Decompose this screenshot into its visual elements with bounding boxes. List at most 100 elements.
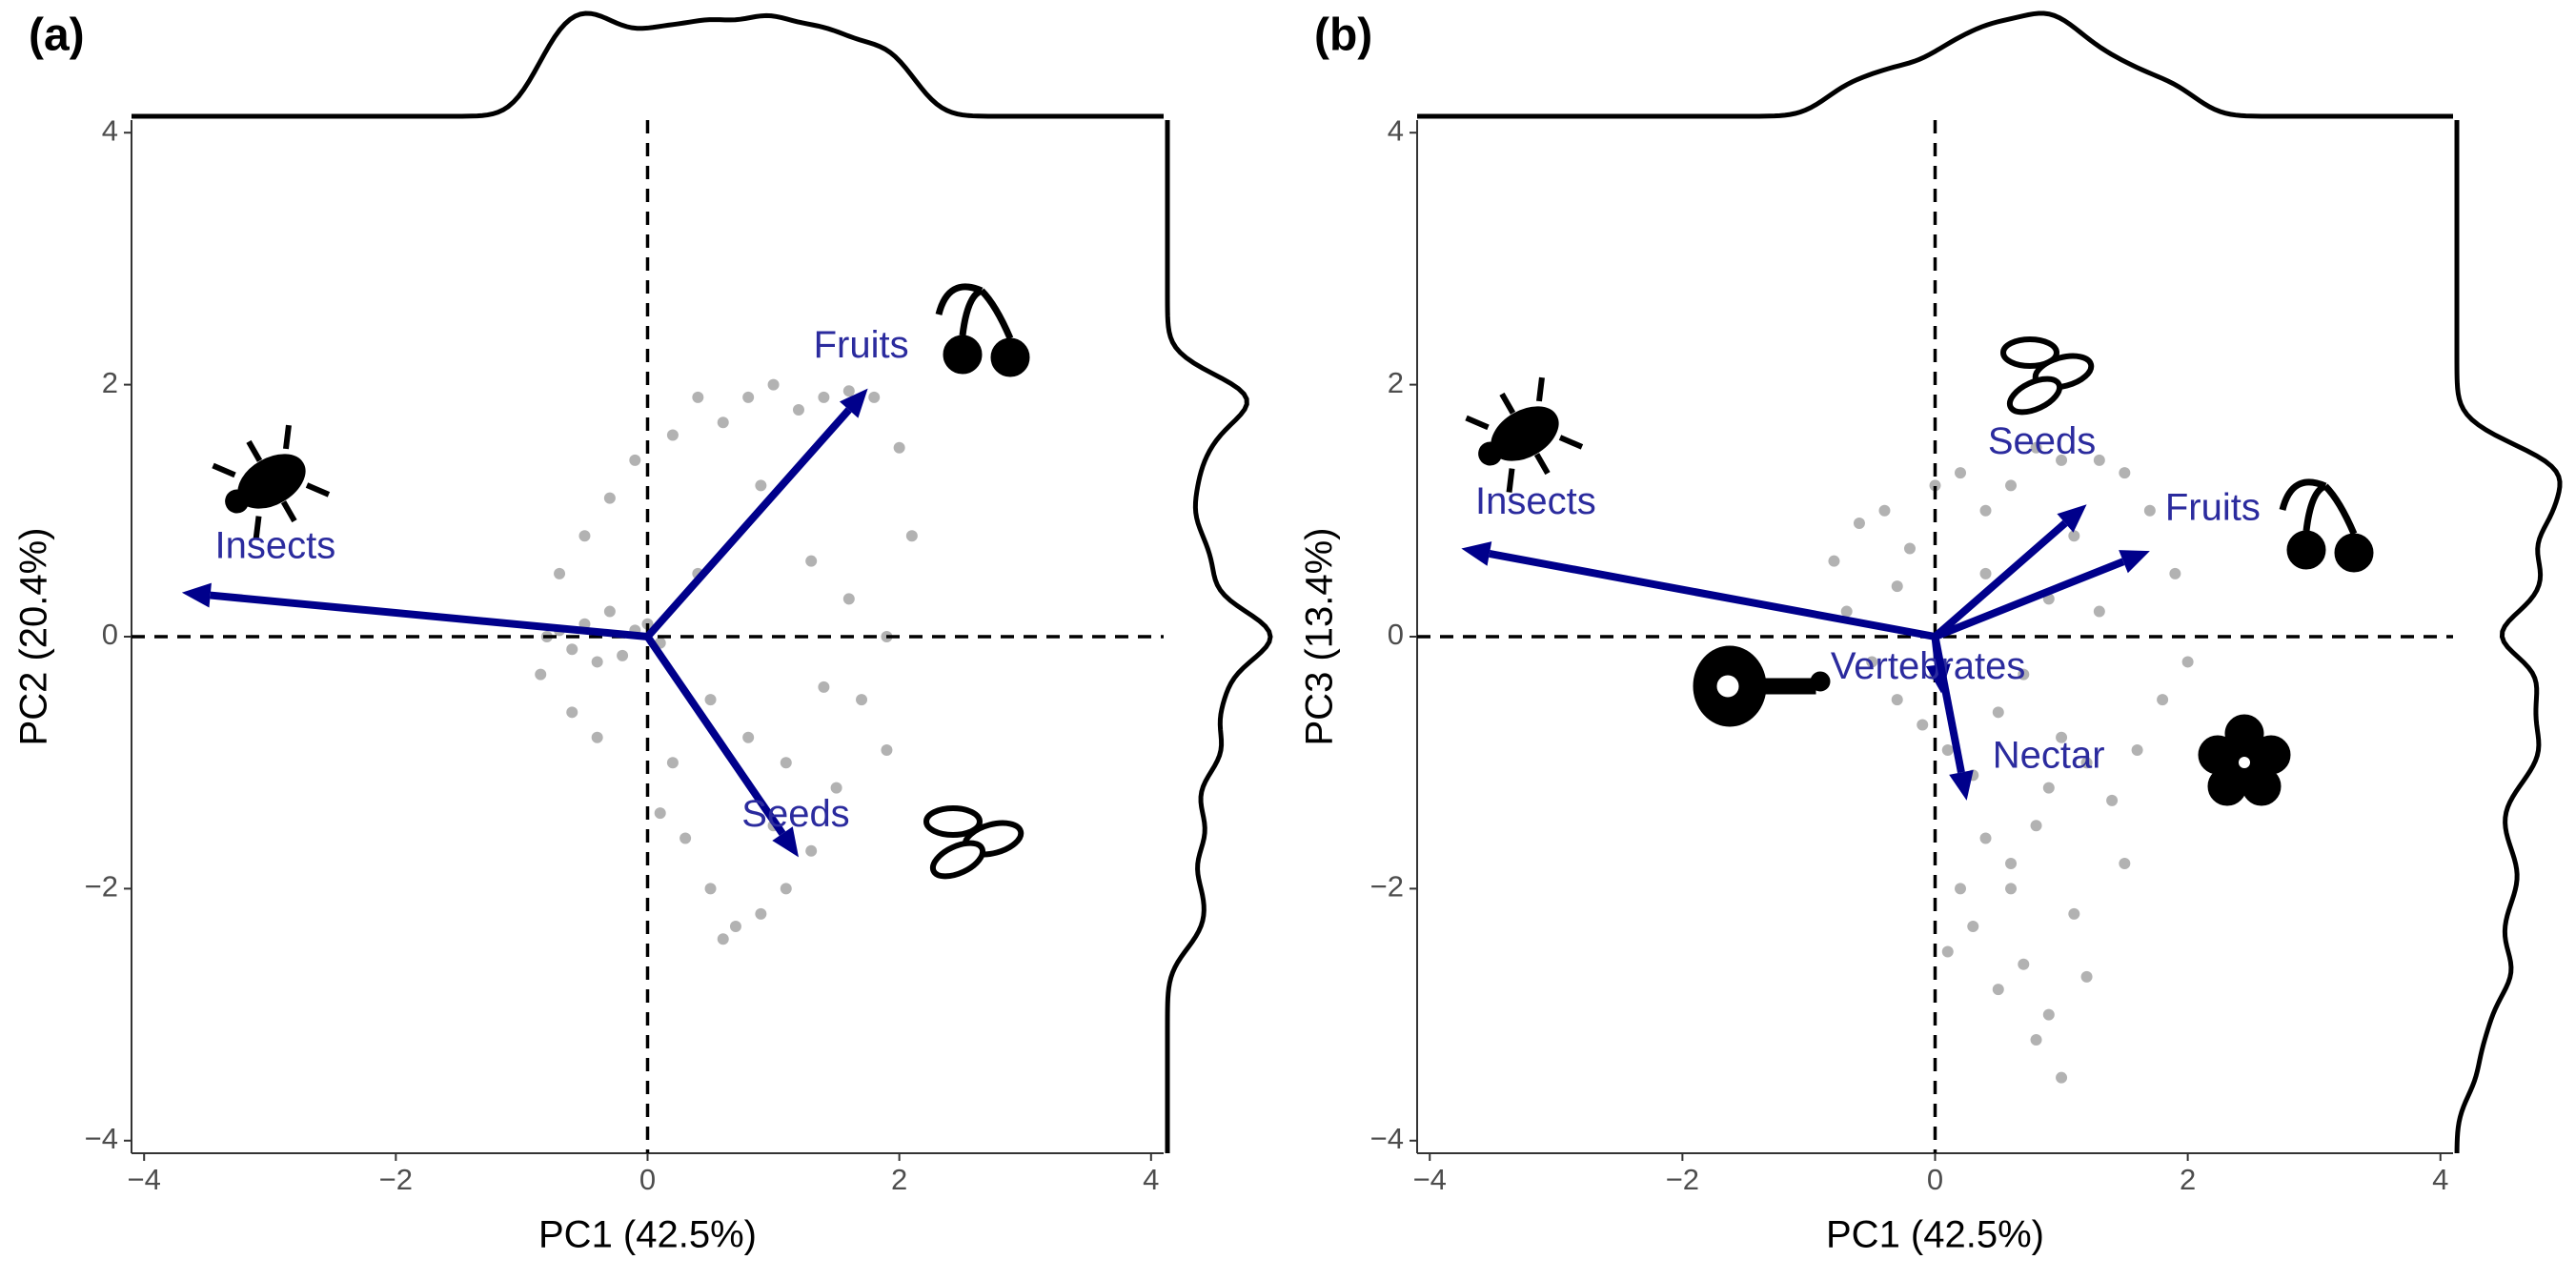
point: [2157, 694, 2169, 706]
point: [868, 391, 881, 403]
point: [617, 649, 629, 661]
point: [2068, 907, 2080, 920]
point: [2068, 530, 2080, 542]
arrow-head: [1461, 541, 1492, 566]
arrow-label: Nectar: [1993, 734, 2105, 776]
density-top: [132, 10, 1164, 119]
loading-arrow: [1931, 636, 1965, 774]
point: [629, 454, 641, 466]
point: [2106, 794, 2119, 806]
point: [2005, 479, 2018, 492]
point: [2119, 857, 2131, 869]
point: [566, 706, 578, 719]
y-tick-label: −4: [1370, 1122, 1404, 1155]
point: [767, 378, 780, 391]
arrow-label: Insects: [1475, 480, 1596, 522]
point: [578, 530, 591, 542]
point: [1891, 580, 1903, 593]
point: [2080, 757, 2093, 769]
panel-label: (b): [1314, 10, 1372, 61]
point: [2056, 731, 2068, 743]
point: [566, 643, 578, 656]
point: [1955, 467, 1967, 479]
arrow-head: [1949, 769, 1974, 801]
point: [2042, 1008, 2055, 1021]
x-axis-label: PC1 (42.5%): [1826, 1214, 2044, 1256]
loading-arrow: [1489, 550, 1937, 640]
point: [2030, 441, 2042, 454]
point: [2030, 1034, 2042, 1046]
point: [1891, 694, 1903, 706]
point: [2018, 668, 2030, 681]
point: [1992, 984, 2004, 996]
point: [2080, 970, 2093, 983]
arrow-label: Fruits: [2165, 487, 2261, 529]
arrow-head: [772, 826, 799, 858]
arrow-head: [839, 388, 868, 418]
y-tick-label: 4: [1388, 113, 1404, 147]
point: [2018, 958, 2030, 970]
point: [666, 429, 679, 441]
x-tick-label: 2: [891, 1163, 907, 1196]
point: [893, 441, 905, 454]
point: [654, 807, 666, 820]
point: [1866, 656, 1878, 668]
point: [1929, 479, 1941, 492]
point: [704, 694, 717, 706]
arrow-label: Fruits: [814, 324, 909, 366]
loading-arrow: [644, 634, 786, 836]
point: [692, 391, 704, 403]
point: [717, 417, 729, 429]
point: [666, 757, 679, 769]
y-tick-label: 2: [102, 366, 118, 399]
point: [1840, 605, 1853, 618]
point: [1903, 542, 1916, 555]
point: [755, 479, 767, 492]
point: [2093, 605, 2105, 618]
point: [704, 883, 717, 895]
point: [1917, 719, 1929, 731]
point: [1941, 945, 1954, 958]
y-tick-label: −4: [85, 1122, 118, 1155]
point: [881, 743, 893, 756]
x-tick-label: 0: [1927, 1163, 1943, 1196]
point: [729, 921, 741, 933]
y-tick-label: −2: [85, 870, 118, 904]
x-tick-label: −4: [1413, 1163, 1447, 1196]
x-tick-label: −2: [379, 1163, 413, 1196]
arrow-head: [2119, 550, 2150, 574]
loading-arrow: [210, 591, 648, 640]
y-tick-label: 2: [1388, 366, 1404, 399]
density-right: [1165, 120, 1273, 1153]
arrow-head: [181, 582, 212, 608]
point: [1878, 504, 1891, 517]
point: [755, 907, 767, 920]
point: [1853, 518, 1865, 530]
point: [2119, 467, 2131, 479]
point: [830, 782, 842, 794]
loading-arrow: [1934, 558, 2125, 640]
point: [603, 492, 616, 504]
point: [1979, 832, 1992, 844]
point: [792, 404, 804, 417]
point: [603, 605, 616, 618]
point: [679, 832, 692, 844]
y-tick-label: 4: [102, 113, 118, 147]
arrow-label: Seeds: [741, 793, 849, 835]
point: [856, 694, 868, 706]
point: [1979, 504, 1992, 517]
y-axis-label: PC2 (20.4%): [13, 528, 55, 746]
density-top: [1417, 10, 2453, 119]
point: [842, 593, 855, 605]
x-tick-label: −4: [128, 1163, 161, 1196]
point: [1955, 883, 1967, 895]
point: [805, 555, 818, 567]
x-tick-label: −2: [1666, 1163, 1699, 1196]
x-tick-label: 4: [2432, 1163, 2448, 1196]
point: [780, 757, 792, 769]
y-tick-label: −2: [1370, 870, 1404, 904]
point: [2093, 454, 2105, 466]
point: [2042, 782, 2055, 794]
y-tick-label: 0: [1388, 618, 1404, 651]
